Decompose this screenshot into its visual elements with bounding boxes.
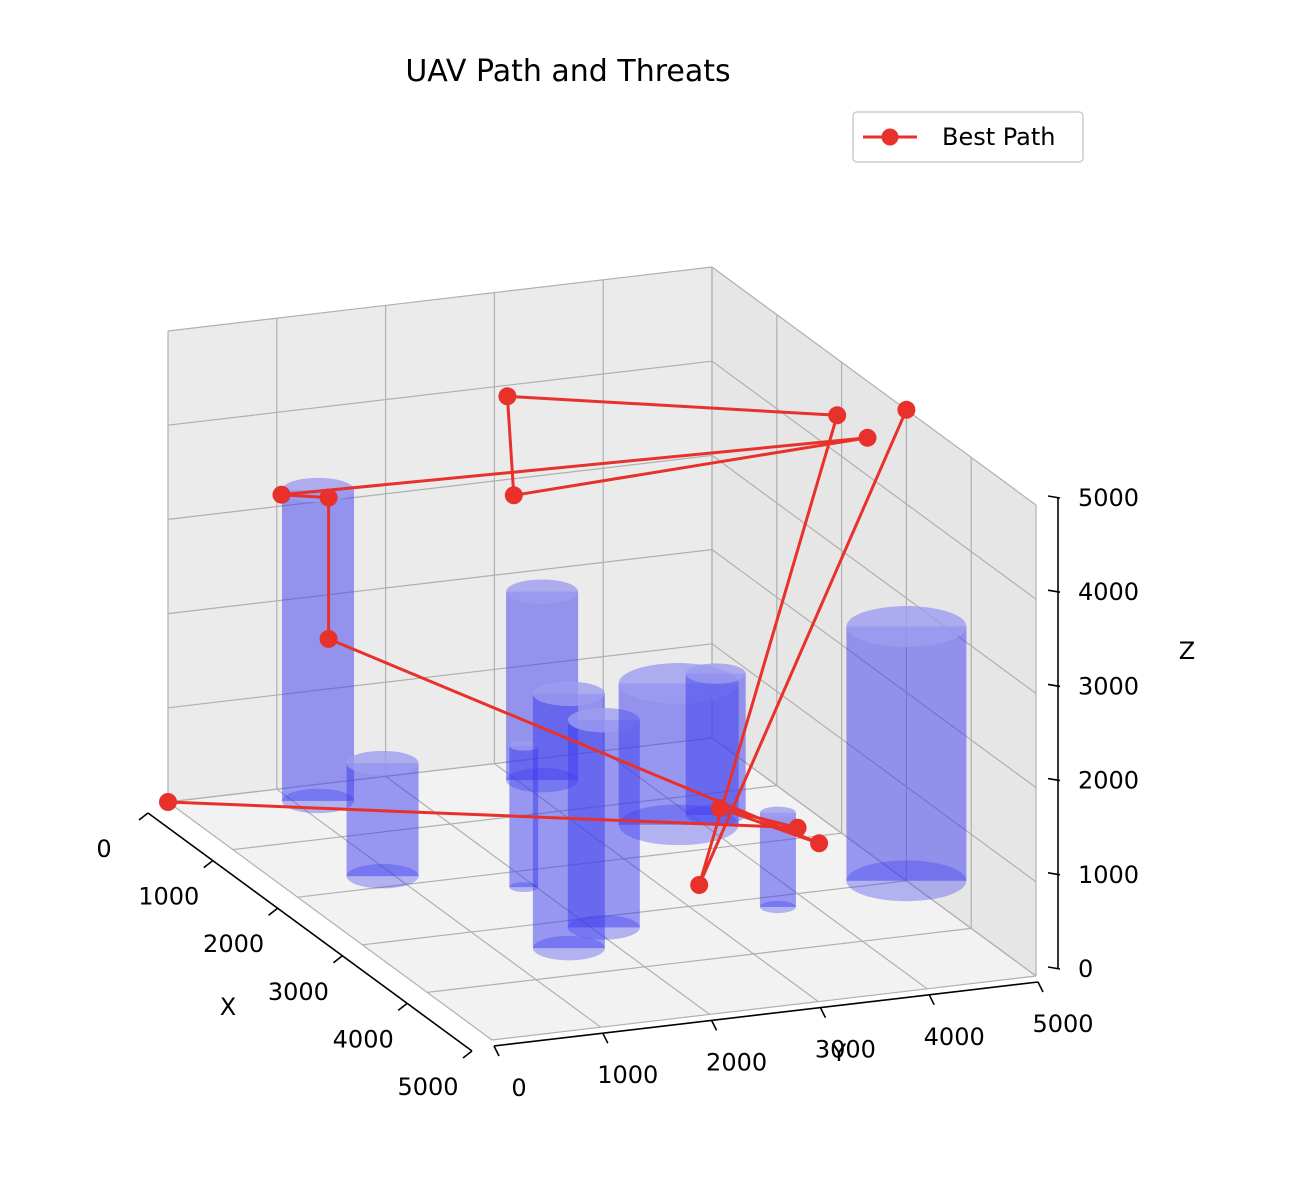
threat-cylinder-base: [346, 863, 419, 889]
grid-floor-x: [491, 975, 1037, 1041]
best-path-point: [828, 406, 847, 425]
threat-cylinder-top: [846, 606, 967, 647]
threat-cylinder-base: [509, 882, 539, 893]
grid-floor-x: [427, 927, 972, 993]
x-tick-mark: [462, 1050, 473, 1059]
threat-cylinder-body: [685, 673, 746, 815]
threat-cylinder-base: [759, 900, 796, 914]
y-tick-mark: [928, 994, 935, 1006]
grid-side-z: [711, 360, 1037, 600]
best-path-point: [159, 793, 177, 811]
best-path-point: [272, 485, 291, 504]
grid-back-z: [167, 549, 713, 615]
threat-cylinder-top: [532, 681, 605, 707]
threat-cylinder-top: [509, 740, 539, 751]
best-path-point: [710, 799, 729, 818]
y-axis-line: [493, 981, 1039, 1047]
best-path-point: [319, 488, 338, 507]
x-tick-mark: [203, 859, 214, 869]
y-tick-label: 2000: [706, 1048, 767, 1076]
y-axis-label: Y: [831, 1039, 847, 1067]
x-tick-label: 1000: [138, 883, 199, 911]
z-tick-mark: [1047, 589, 1061, 593]
threat-cylinder-top: [506, 579, 579, 604]
z-tick-label: 0: [1078, 955, 1093, 983]
x-tick-mark: [268, 907, 279, 916]
threat-cylinder: [346, 750, 419, 889]
best-path-point: [897, 400, 916, 419]
y-tick-mark: [1037, 981, 1044, 993]
legend: Best Path: [852, 111, 1084, 163]
legend-entry-best-path: Best Path: [942, 123, 1056, 151]
threat-cylinder-body: [846, 626, 967, 881]
x-tick-mark: [138, 812, 149, 821]
threat-cylinder: [846, 606, 967, 902]
x-tick-label: 3000: [268, 978, 329, 1006]
z-tick-mark: [1047, 872, 1061, 876]
best-path-series: [159, 387, 916, 894]
threat-cylinder-body: [346, 763, 419, 877]
x-axis-line: [147, 812, 473, 1052]
grid-floor-y: [167, 801, 493, 1041]
y-tick-label: 3000: [815, 1036, 876, 1064]
best-path-point: [690, 876, 709, 894]
grid-back-z: [167, 454, 713, 520]
grid-back-z: [167, 266, 713, 332]
best-path-point: [810, 834, 829, 853]
x-tick-label: 5000: [397, 1073, 458, 1101]
y-tick-label: 0: [511, 1074, 526, 1102]
threat-cylinder-base: [567, 915, 640, 940]
z-tick-mark: [1047, 777, 1061, 782]
z-tick-mark: [1047, 966, 1061, 970]
x-tick-label: 0: [96, 835, 111, 863]
x-axis-label: X: [220, 993, 236, 1021]
y-tick-mark: [602, 1032, 609, 1044]
y-tick-label: 4000: [924, 1023, 985, 1051]
x-tick-label: 2000: [203, 930, 264, 958]
y-tick-label: 5000: [1032, 1010, 1093, 1038]
z-tick-mark: [1047, 495, 1061, 499]
best-path-point: [788, 818, 807, 837]
threat-cylinder-top: [346, 750, 419, 776]
chart-title: UAV Path and Threats: [405, 54, 730, 89]
grid-back-z: [167, 360, 713, 426]
z-tick-label: 5000: [1078, 484, 1139, 512]
threat-cylinder-top: [759, 806, 796, 819]
z-axis-label: Z: [1179, 637, 1195, 665]
y-tick-label: 1000: [597, 1061, 658, 1089]
x-tick-mark: [397, 1002, 408, 1012]
threat-cylinder-base: [846, 860, 967, 902]
grid-floor-y: [276, 788, 602, 1028]
y-tick-mark: [819, 1007, 827, 1018]
best-path-point: [858, 428, 877, 447]
legend-box: [852, 111, 1084, 163]
legend-point-marker: [881, 128, 899, 146]
best-path-point: [319, 629, 338, 648]
y-tick-mark: [710, 1020, 718, 1031]
x-tick-label: 4000: [333, 1025, 394, 1053]
x-tick-mark: [332, 955, 343, 964]
grid-side-z: [711, 454, 1037, 694]
z-tick-mark: [1047, 683, 1061, 688]
threat-cylinder-top: [685, 663, 746, 684]
axis-lines: [147, 498, 1059, 1052]
z-tick-label: 4000: [1078, 578, 1139, 606]
best-path-point: [504, 486, 523, 505]
z-tick-label: 3000: [1078, 672, 1139, 700]
z-tick-label: 1000: [1078, 861, 1139, 889]
grid-back-z: [167, 643, 713, 709]
grid-side-z: [711, 266, 1037, 506]
y-tick-mark: [493, 1045, 500, 1057]
threat-cylinder-base: [532, 935, 605, 961]
best-path-point: [498, 387, 517, 406]
z-tick-label: 2000: [1078, 767, 1139, 795]
